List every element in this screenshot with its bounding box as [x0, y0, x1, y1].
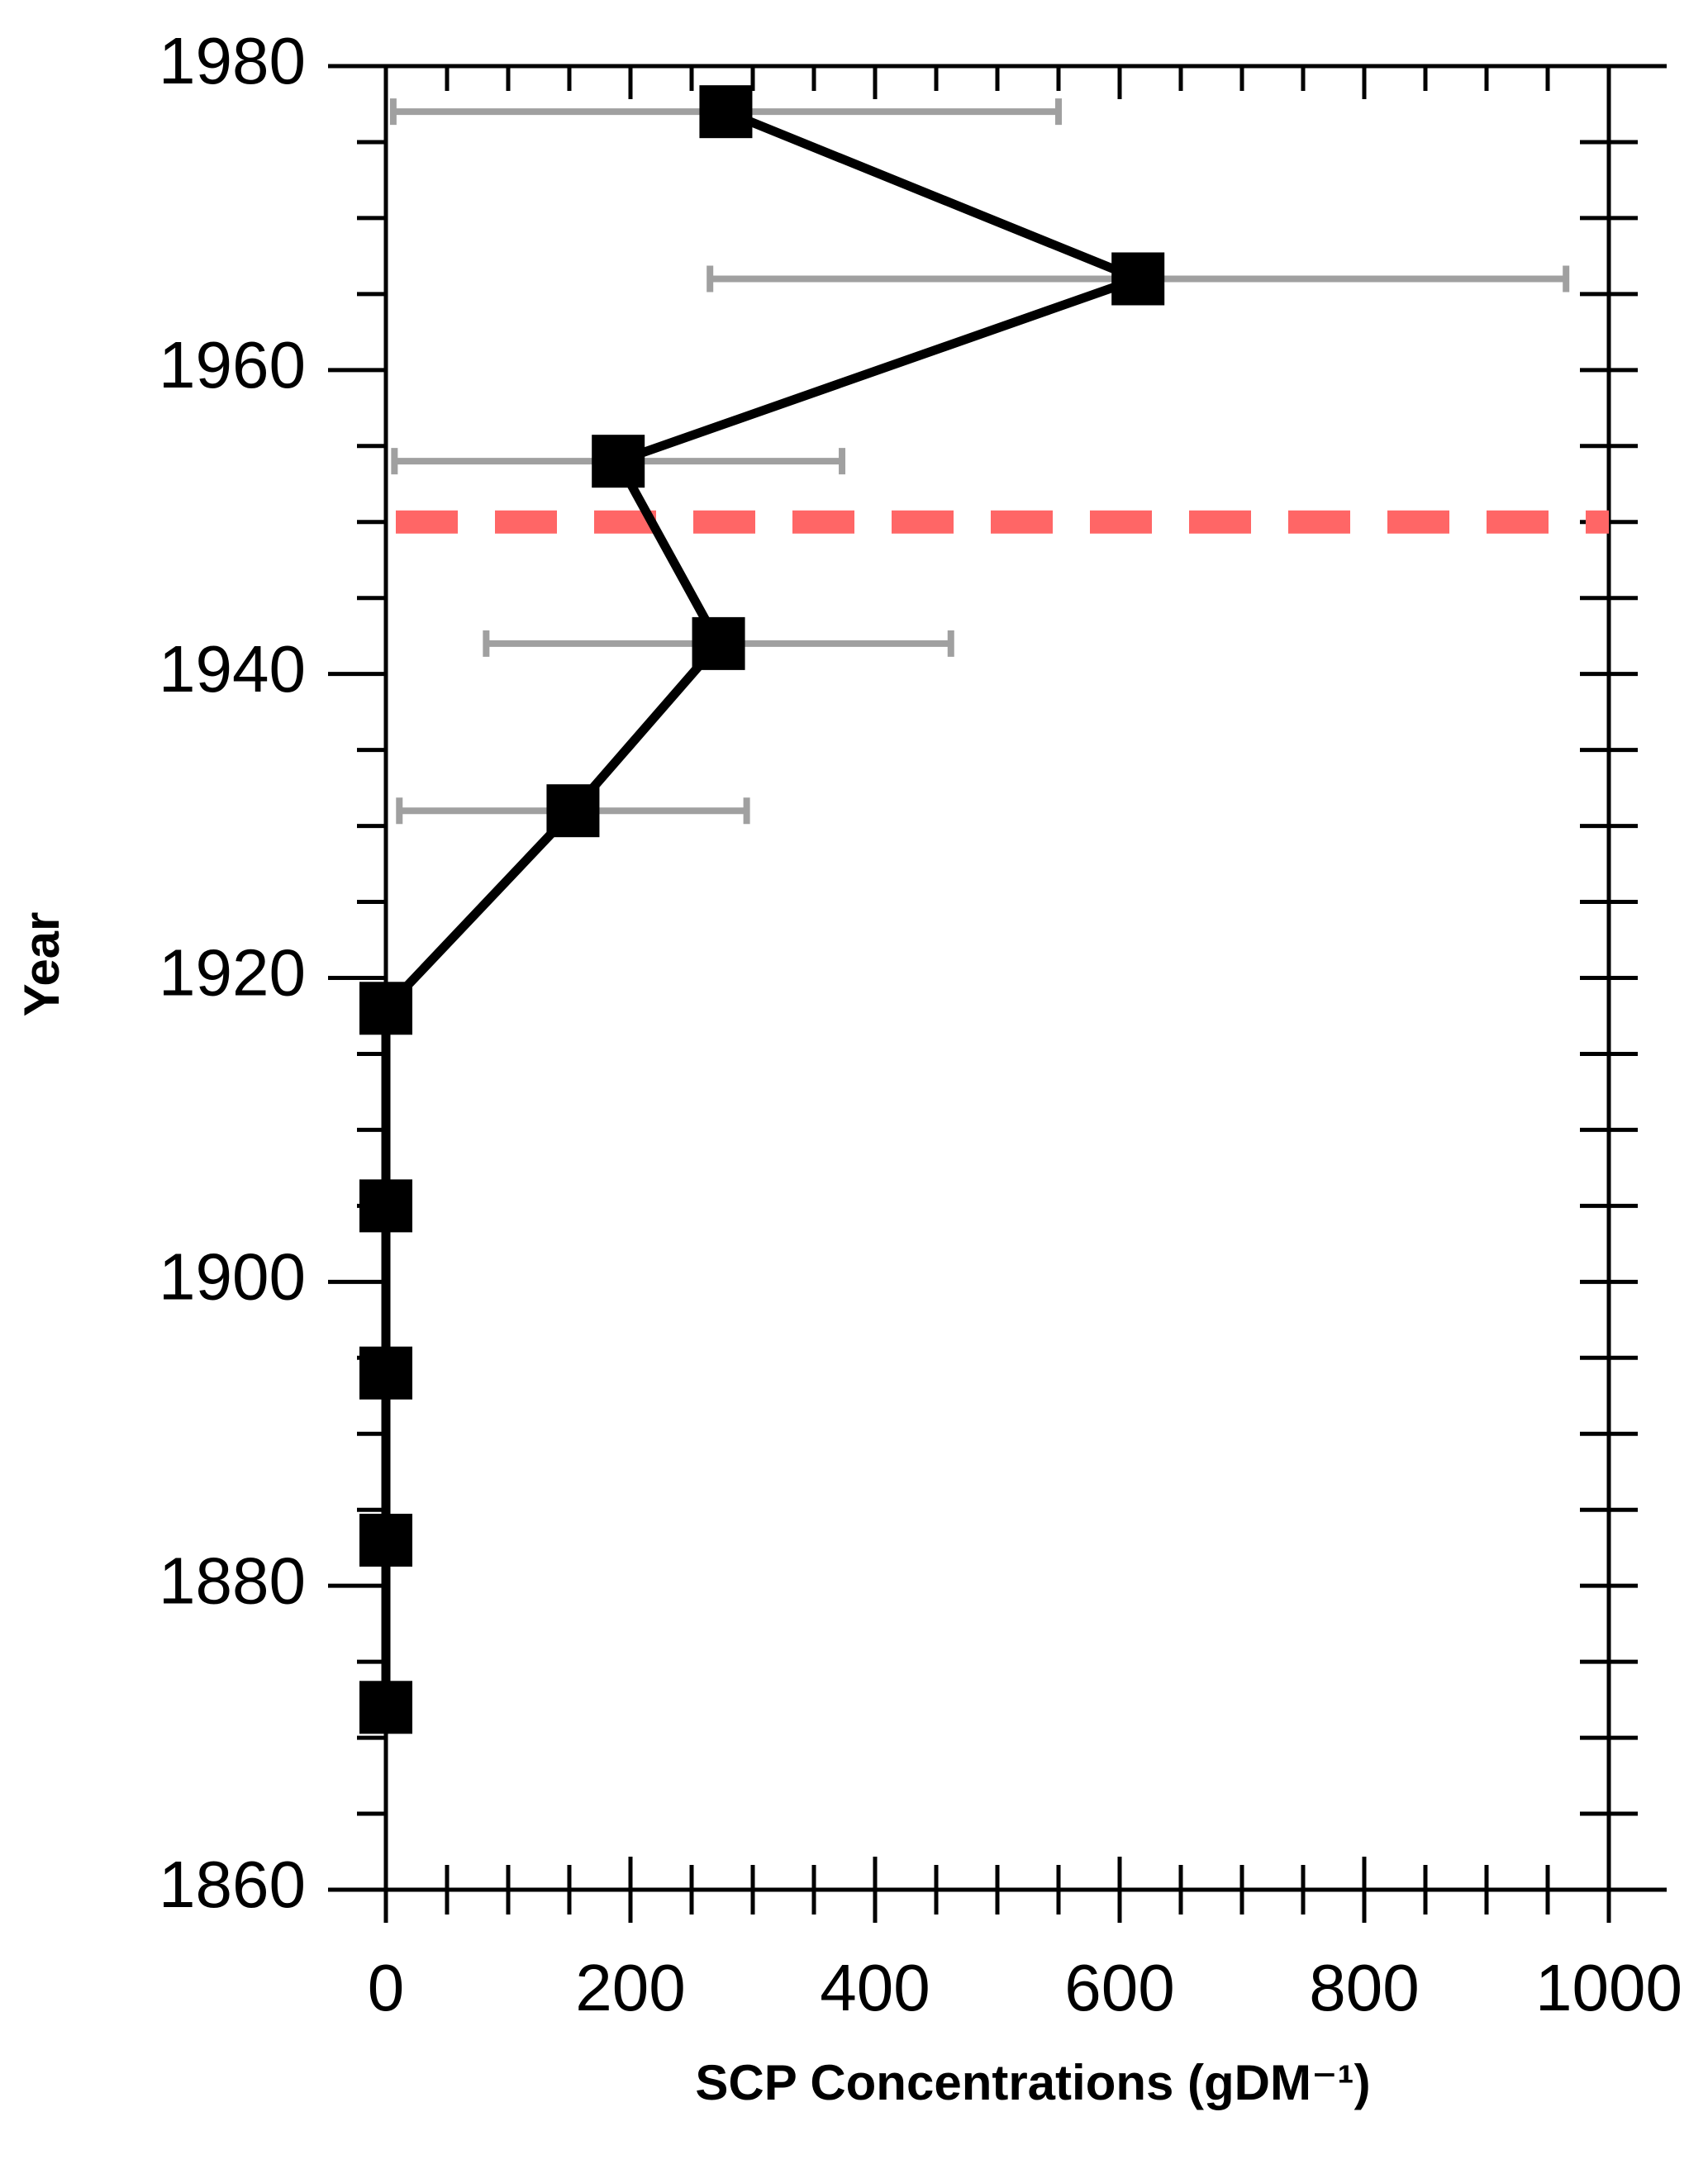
- marker: [359, 1346, 412, 1400]
- x-tick-label: 0: [368, 1951, 405, 2024]
- y-tick-label: 1880: [159, 1544, 306, 1617]
- x-axis-label: SCP Concentrations (gDM⁻¹): [695, 2055, 1370, 2110]
- y-tick-label: 1940: [159, 632, 306, 706]
- marker: [592, 435, 645, 488]
- y-axis-label: Year: [14, 912, 69, 1017]
- x-tick-label: 400: [820, 1951, 930, 2024]
- marker: [359, 1513, 412, 1567]
- marker: [692, 616, 745, 670]
- y-tick-label: 1960: [159, 328, 306, 402]
- data-line: [381, 107, 1151, 1708]
- y-tick-label: 1920: [159, 936, 306, 1010]
- y-tick-label: 1860: [159, 1848, 306, 1921]
- marker: [359, 1179, 412, 1233]
- x-tick-label: 800: [1309, 1951, 1419, 2024]
- marker: [1111, 252, 1165, 306]
- x-tick-label: 600: [1064, 1951, 1174, 2024]
- y-tick-label: 1980: [159, 24, 306, 98]
- marker: [359, 1681, 412, 1734]
- x-tick-label: 1000: [1535, 1951, 1682, 2024]
- y-tick-label: 1900: [159, 1239, 306, 1313]
- x-tick-label: 200: [575, 1951, 685, 2024]
- marker: [546, 784, 600, 838]
- marker: [359, 982, 412, 1035]
- marker: [699, 85, 753, 139]
